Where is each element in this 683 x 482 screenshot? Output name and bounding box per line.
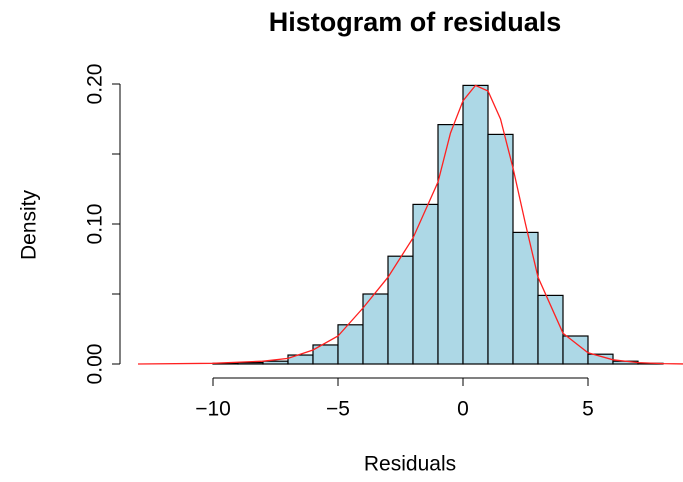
bar [362, 293, 389, 365]
bar [437, 123, 464, 365]
y-tick-label: 0.00 [84, 344, 107, 385]
bar [587, 353, 614, 365]
y-tick-label: 0.10 [84, 204, 107, 245]
y-axis-label: Density [18, 189, 41, 260]
density-line [137, 84, 683, 365]
chart-title: Histogram of residuals [269, 7, 562, 37]
bar [337, 324, 364, 365]
x-tick-label: −5 [326, 398, 350, 421]
bar [262, 360, 289, 365]
bar [537, 294, 564, 365]
bar [512, 231, 539, 365]
x-axis-label: Residuals [364, 453, 456, 476]
y-tick-label: 0.20 [84, 64, 107, 105]
bar [462, 84, 489, 365]
x-tick-label: −10 [195, 398, 231, 421]
bar [237, 362, 264, 365]
bar [487, 133, 514, 365]
x-tick-label: 5 [582, 398, 594, 421]
bar [387, 255, 414, 365]
bar [412, 203, 439, 365]
x-tick-label: 0 [457, 398, 469, 421]
bar [287, 354, 314, 365]
